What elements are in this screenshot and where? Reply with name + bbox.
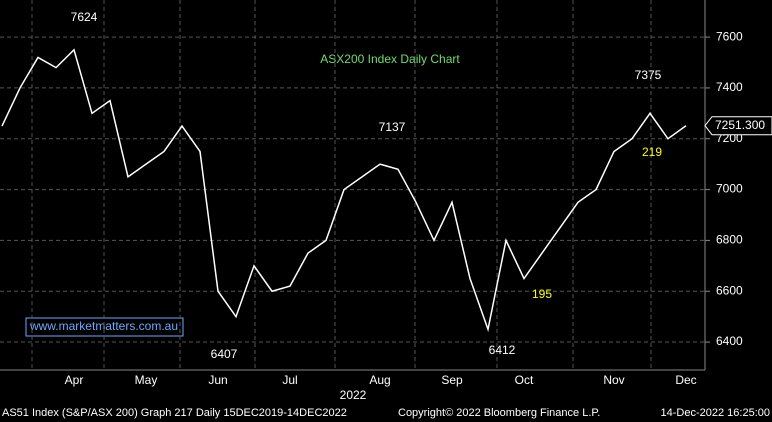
annotation: 6412 xyxy=(489,343,516,357)
x-tick-label: Aug xyxy=(369,373,390,387)
annotation: 7624 xyxy=(71,10,98,24)
x-tick-label: May xyxy=(135,373,158,387)
x-tick-label: Dec xyxy=(675,373,696,387)
x-tick-label: Apr xyxy=(65,373,84,387)
footer-center: Copyright© 2022 Bloomberg Finance L.P. xyxy=(398,407,600,419)
x-tick-label: Jul xyxy=(282,373,297,387)
year-label: 2022 xyxy=(340,388,367,402)
y-tick-label: 6400 xyxy=(716,334,743,348)
price-tag xyxy=(704,116,772,136)
x-tick-label: Sep xyxy=(441,373,463,387)
x-tick-label: Jun xyxy=(208,373,227,387)
footer-left: AS51 Index (S&P/ASX 200) Graph 217 Daily… xyxy=(2,407,347,419)
y-tick-label: 7000 xyxy=(716,182,743,196)
y-tick-label: 7600 xyxy=(716,29,743,43)
annotation: 7137 xyxy=(379,120,406,134)
annotation: 195 xyxy=(532,287,552,301)
chart-title: ASX200 Index Daily Chart xyxy=(320,52,460,66)
x-tick-label: Oct xyxy=(515,373,534,387)
watermark: www.marketmatters.com.au xyxy=(29,319,178,333)
x-tick-label: Nov xyxy=(603,373,624,387)
annotation: 219 xyxy=(642,145,662,159)
y-tick-label: 6600 xyxy=(716,283,743,297)
price-tag-label: 7251.300 xyxy=(715,118,765,132)
annotation: 6407 xyxy=(211,347,238,361)
footer-right: 14-Dec-2022 16:25:00 xyxy=(661,407,770,419)
y-tick-label: 7400 xyxy=(716,80,743,94)
y-tick-label: 6800 xyxy=(716,233,743,247)
annotation: 7375 xyxy=(635,68,662,82)
price-line xyxy=(1,48,687,333)
